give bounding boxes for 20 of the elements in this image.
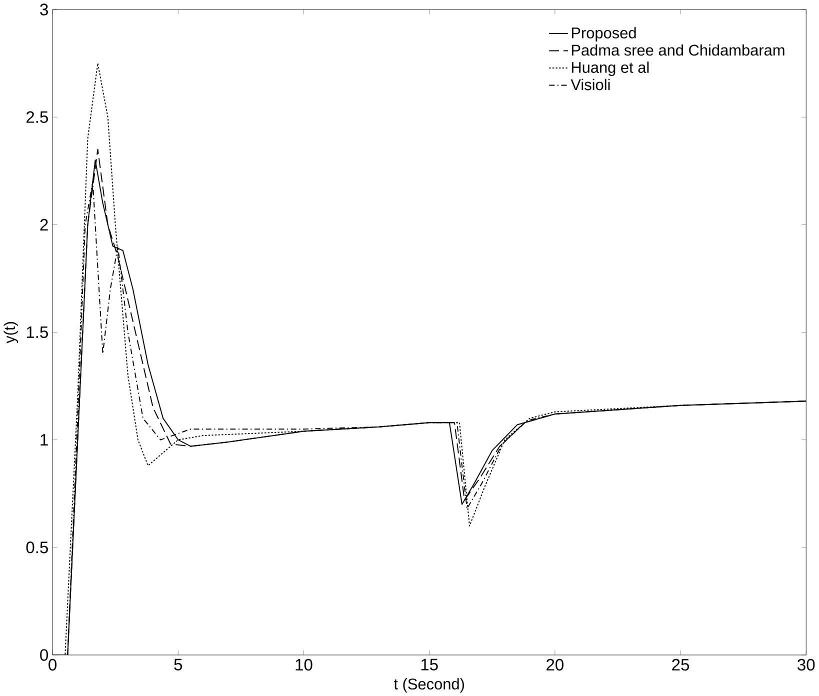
- x-tick-label: 15: [421, 658, 438, 670]
- x-tick-label: 0: [48, 658, 57, 670]
- legend-label: Proposed: [572, 26, 636, 42]
- y-tick-label: 0: [40, 649, 48, 661]
- legend-label: Visioli: [570, 78, 610, 90]
- x-tick-label: 10: [296, 658, 312, 670]
- x-tick-label: 20: [546, 658, 564, 670]
- y-tick-label: 3: [40, 4, 48, 16]
- y-axis-title: y(t): [4, 322, 18, 344]
- x-axis-title: t (Second): [394, 678, 464, 692]
- y-tick-label: 0.5: [26, 541, 48, 554]
- x-tick-label: 5: [174, 658, 182, 670]
- x-tick-label: 30: [798, 658, 815, 670]
- legend-label: Huang et al: [572, 61, 649, 76]
- y-tick-label: 2.5: [26, 111, 48, 123]
- x-tick-label: 25: [672, 658, 690, 670]
- y-tick-label: 1: [40, 434, 48, 446]
- y-tick-label: 1.5: [26, 326, 48, 338]
- legend-label: Padma sree and Chidambaram: [572, 44, 784, 56]
- y-tick-label: 2: [40, 218, 48, 230]
